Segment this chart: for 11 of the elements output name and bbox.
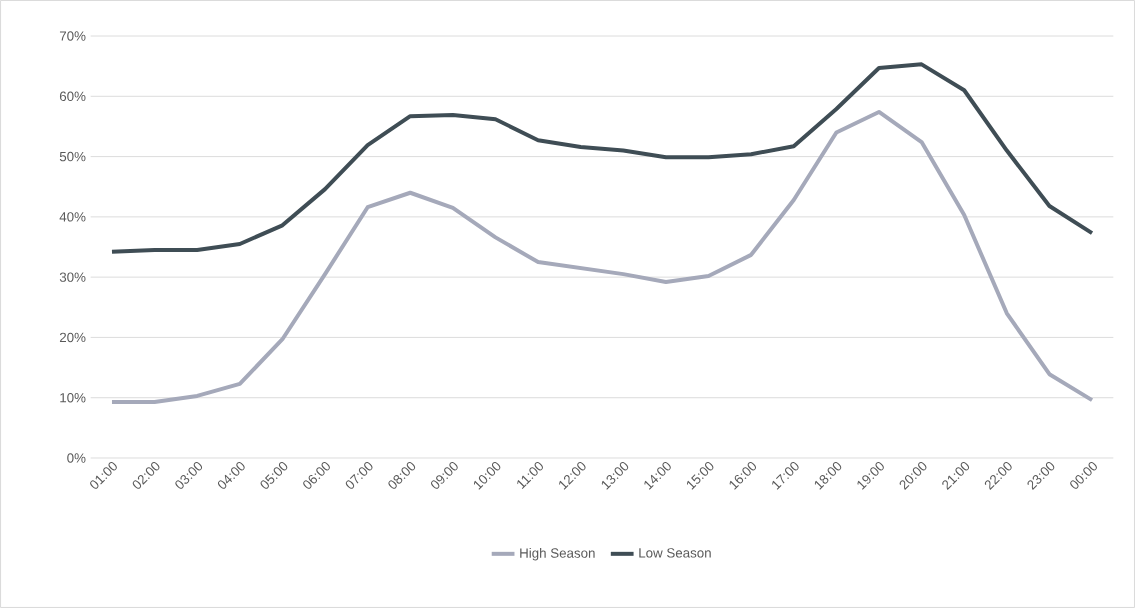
y-tick-label: 10% [60,393,86,403]
legend-label: Low Season [639,548,711,558]
y-tick-label: 70% [59,31,86,41]
y-tick-label: 30% [59,272,86,282]
y-tick-label: 40% [59,212,86,222]
line-series [109,62,1095,254]
y-tick-label: 0% [67,453,86,463]
y-tick-label: 60% [59,91,86,102]
y-tick-label: 20% [59,332,86,343]
y-tick-label: 50% [59,151,86,162]
legend-label: High Season [520,548,595,561]
